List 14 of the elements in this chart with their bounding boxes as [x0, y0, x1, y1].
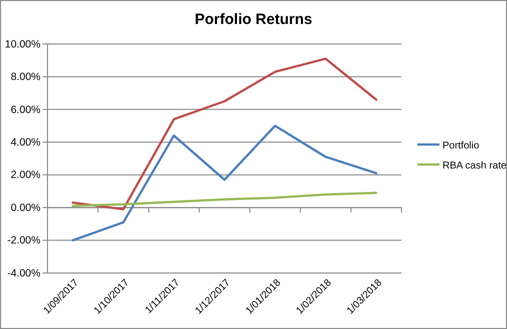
y-tick-label: -2.00%: [7, 234, 40, 247]
chart-title: Porfolio Returns: [194, 11, 312, 28]
y-tick-label: 10.00%: [4, 38, 40, 50]
line-series: [72, 192, 378, 208]
legend-label: RBA cash rate: [442, 160, 507, 172]
y-tick-label: 2.00%: [10, 169, 40, 182]
y-tick-label: 8.00%: [10, 71, 40, 84]
y-tick-label: 4.00%: [10, 136, 40, 149]
line-series: [72, 124, 378, 242]
y-tick-label: 6.00%: [10, 104, 40, 116]
y-tick-label: 0.00%: [10, 202, 40, 214]
legend-label: Portfolio: [442, 140, 480, 152]
y-tick-label: -4.00%: [7, 267, 40, 280]
line-series: [72, 58, 378, 210]
